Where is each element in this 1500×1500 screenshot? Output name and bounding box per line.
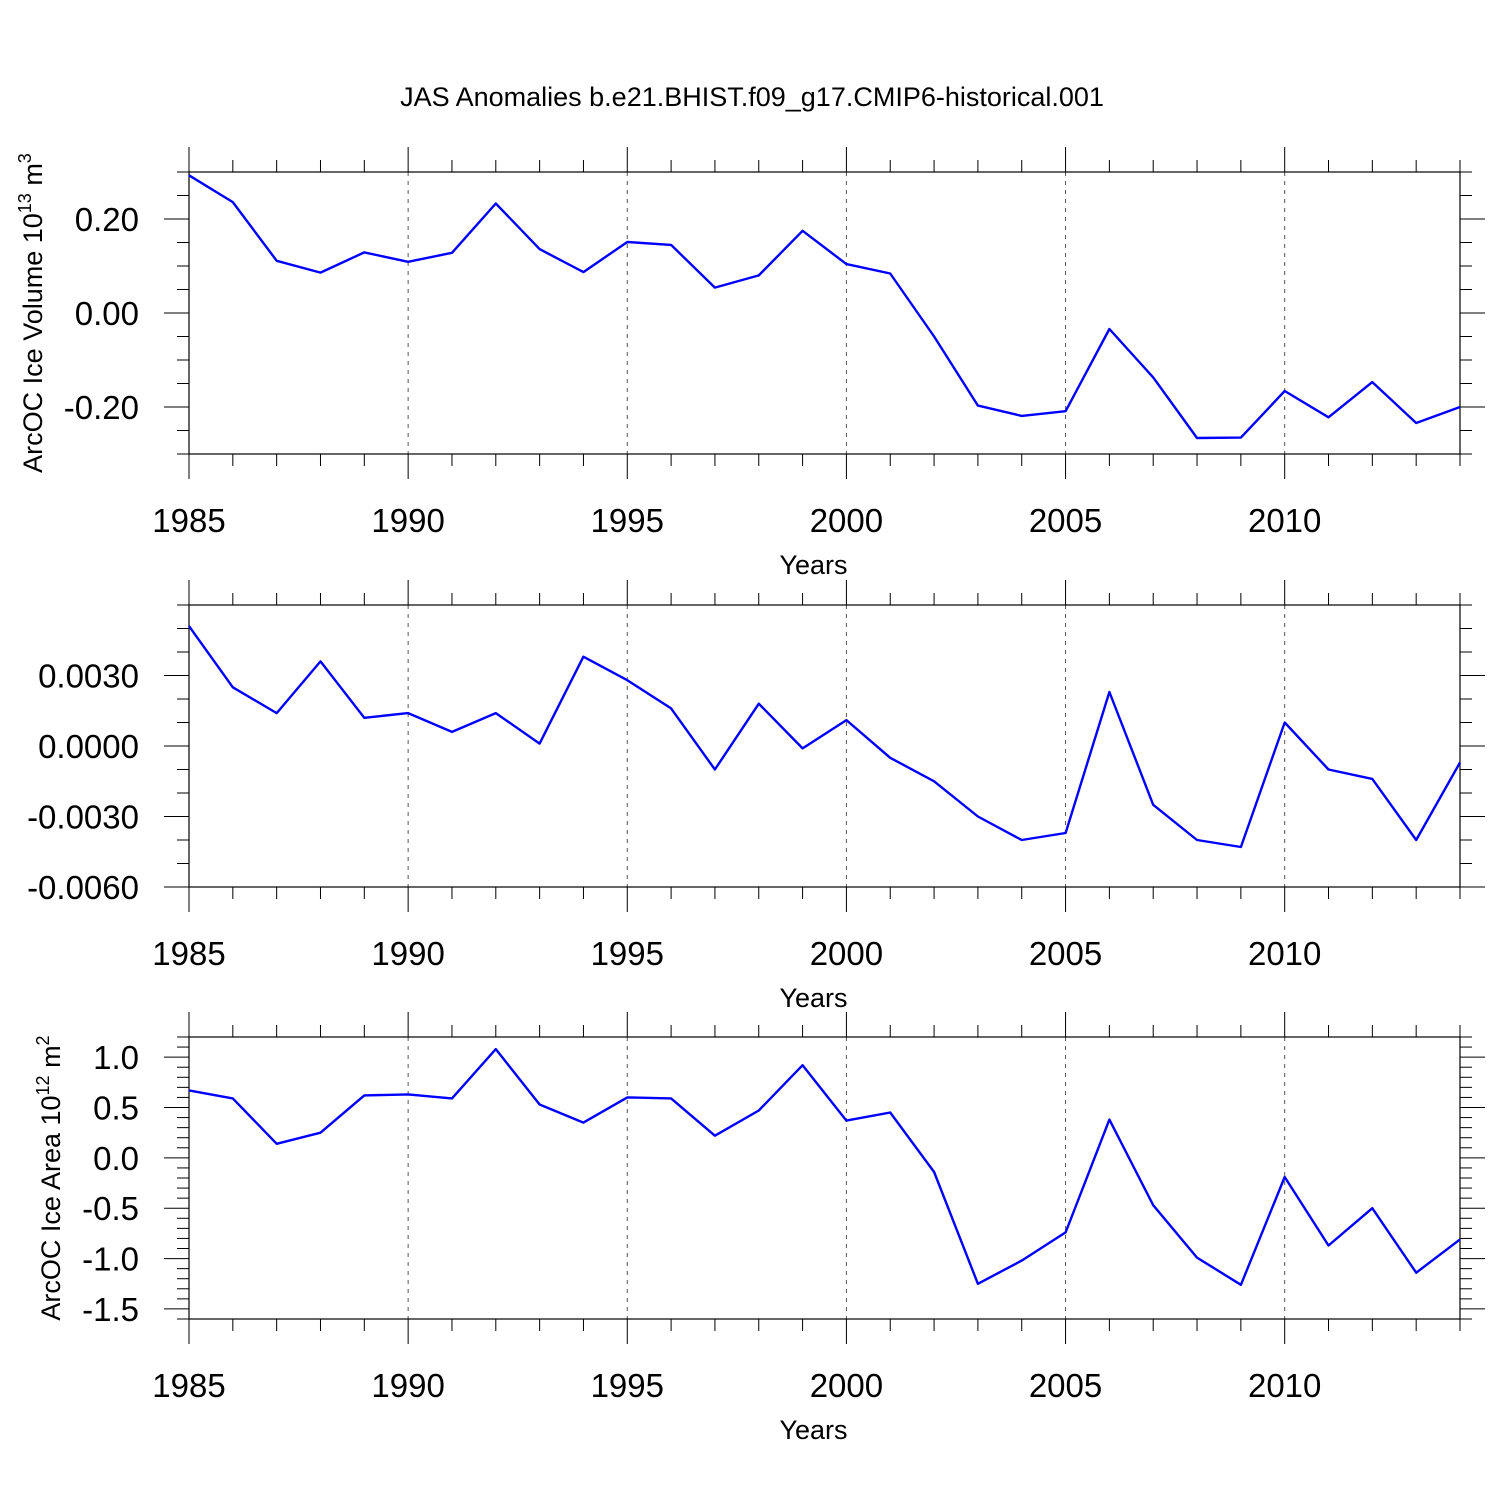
- ice-volume-series-line: [188, 174, 1461, 440]
- y-tick-label: 0.0: [93, 1140, 139, 1177]
- x-tick-label: 1995: [591, 935, 664, 972]
- x-tick-label: 2000: [810, 935, 883, 972]
- ice-area-series-line: [188, 1047, 1461, 1287]
- y-tick-label: 0.5: [93, 1090, 139, 1127]
- ice-area-panel: 1985 1990 1995 2000 2005 2010 Years -1.5 -1.0 -0.…: [33, 1012, 1485, 1445]
- x-tick-label: 2005: [1029, 935, 1102, 972]
- x-tick-label: 2010: [1248, 935, 1321, 972]
- x-tick-label: 1985: [152, 1367, 225, 1404]
- plot-frame: [188, 604, 1461, 888]
- x-axis-label: Years: [779, 983, 847, 1013]
- x-tick-label: 2005: [1029, 1367, 1102, 1404]
- x-axis-label: Years: [779, 1415, 847, 1445]
- y-tick-label: 1.0: [93, 1039, 139, 1076]
- plot-frame: [188, 1036, 1461, 1320]
- y-tick-label: 0.20: [75, 201, 139, 238]
- y-tick-label: 0.0000: [38, 728, 139, 765]
- ice-volume-panel: 1985 1990 1995 2000 2005 2010 Years -0.20 0.00 0.…: [15, 147, 1485, 580]
- y-tick-label: -0.20: [64, 389, 139, 426]
- x-tick-label: 2005: [1029, 502, 1102, 539]
- x-tick-label: 2000: [810, 1367, 883, 1404]
- y-tick-label: 0.00: [75, 295, 139, 332]
- snow-volume-panel: 1985 1990 1995 2000 2005 2010 Years -0.0060 -0.0…: [27, 580, 1485, 1013]
- figure-title: JAS Anomalies b.e21.BHIST.f09_g17.CMIP6-…: [400, 82, 1104, 112]
- x-axis-label: Years: [779, 550, 847, 580]
- ice-volume-y-axis-label: ArcOC Ice Volume 1013 m3: [15, 153, 48, 473]
- x-tick-label: 2010: [1248, 502, 1321, 539]
- x-tick-label: 1995: [591, 1367, 664, 1404]
- y-tick-label: -1.5: [82, 1291, 139, 1328]
- x-tick-label: 1995: [591, 502, 664, 539]
- x-tick-label: 1990: [371, 502, 444, 539]
- y-tick-label: -0.5: [82, 1190, 139, 1227]
- x-tick-label: 1985: [152, 502, 225, 539]
- x-tick-label: 1990: [371, 1367, 444, 1404]
- y-tick-label: -0.0030: [27, 799, 139, 836]
- y-tick-label: -1.0: [82, 1241, 139, 1278]
- x-tick-label: 2010: [1248, 1367, 1321, 1404]
- x-tick-label: 2000: [810, 502, 883, 539]
- plot-frame: [188, 171, 1461, 455]
- x-tick-label: 1990: [371, 935, 444, 972]
- x-tick-label: 1985: [152, 935, 225, 972]
- ice-area-y-axis-label: ArcOC Ice Area 1012 m2: [33, 1035, 66, 1320]
- y-tick-label: 0.0030: [38, 658, 139, 695]
- y-tick-label: -0.0060: [27, 869, 139, 906]
- snow-volume-series-line: [188, 625, 1462, 849]
